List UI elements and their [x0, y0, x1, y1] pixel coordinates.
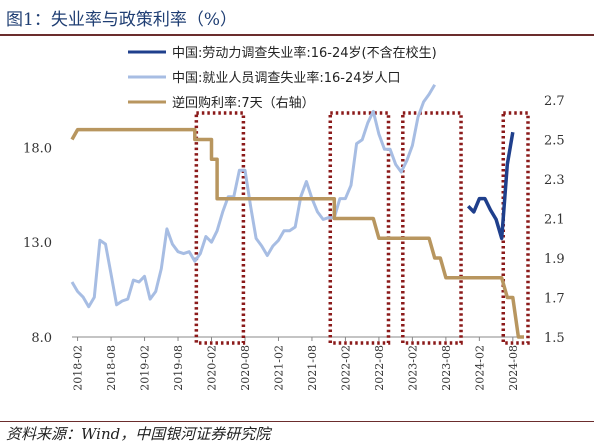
source-note: 资料来源：Wind，中国银河证券研究院: [6, 425, 271, 443]
series-line-3: [70, 127, 524, 339]
right-tick-label: 1.9: [544, 252, 565, 267]
axes: 8.0 13.0 18.0 1.5 1.7 1.9 2.1 2.3 2.5 2.7 2018-02 2…: [23, 94, 565, 391]
legend-label-3: 逆回购利率:7天（右轴）: [172, 95, 315, 111]
right-tick-label: 2.5: [544, 134, 565, 149]
highlight-window: [328, 111, 391, 345]
series-lines: [70, 84, 524, 339]
x-tick-label: 2018-02: [72, 345, 85, 391]
left-tick-label: 13.0: [23, 236, 52, 251]
series-line-1: [466, 131, 515, 241]
x-tick-label: 2021-08: [306, 345, 319, 391]
series-line-2: [70, 84, 436, 309]
legend-label-1: 中国:劳动力调查失业率:16-24岁(不含在校生): [172, 45, 437, 61]
legend: 中国:劳动力调查失业率:16-24岁(不含在校生) 中国:就业人员调查失业率:1…: [128, 45, 437, 111]
legend-label-2: 中国:就业人员调查失业率:16-24岁人口: [172, 70, 401, 86]
right-tick-label: 1.5: [544, 331, 565, 346]
left-tick-label: 18.0: [23, 141, 52, 156]
highlight-windows: [194, 111, 530, 345]
highlight-window: [401, 111, 463, 345]
x-tick-label: 2022-02: [339, 345, 352, 391]
right-tick-label: 2.1: [544, 213, 565, 228]
right-tick-label: 2.7: [544, 94, 565, 109]
title-rule: [0, 34, 594, 36]
x-tick-label: 2020-02: [206, 345, 219, 391]
x-tick-label: 2023-02: [406, 345, 419, 391]
x-tick-label: 2022-08: [373, 345, 386, 391]
x-tick-label: 2023-08: [440, 345, 453, 391]
left-tick-label: 8.0: [31, 331, 52, 346]
highlight-window: [194, 111, 246, 345]
x-tick-label: 2019-08: [172, 345, 185, 391]
bottom-rule: [0, 421, 594, 422]
x-tick-label: 2024-02: [473, 345, 486, 391]
x-tick-label: 2018-08: [105, 345, 118, 391]
x-tick-label: 2019-02: [139, 345, 152, 391]
x-tick-label: 2021-02: [272, 345, 285, 391]
x-tick-label: 2020-08: [239, 345, 252, 391]
right-tick-label: 1.7: [544, 292, 565, 307]
line-chart: 8.0 13.0 18.0 1.5 1.7 1.9 2.1 2.3 2.5 2.7 2018-02 2…: [23, 45, 565, 391]
chart-title: 图1：失业率与政策利率（%）: [6, 10, 237, 30]
x-tick-label: 2024-08: [507, 345, 520, 391]
highlight-window: [501, 111, 530, 345]
right-tick-label: 2.3: [544, 173, 565, 188]
